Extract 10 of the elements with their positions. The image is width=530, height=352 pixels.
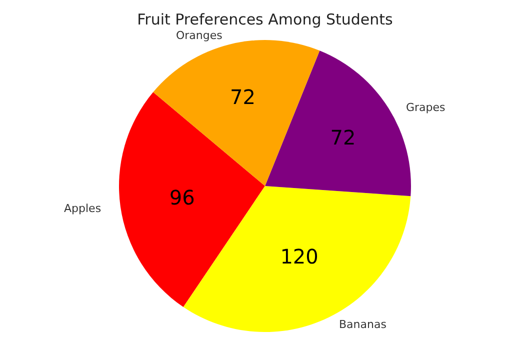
slice-label: Bananas xyxy=(339,318,387,331)
chart-title: Fruit Preferences Among Students xyxy=(137,10,394,29)
data-label: 72 xyxy=(330,125,356,150)
data-label: 72 xyxy=(230,84,256,109)
slice-label: Grapes xyxy=(406,101,446,114)
data-label: 120 xyxy=(280,244,318,268)
data-label: 96 xyxy=(169,186,195,210)
slice-label: Oranges xyxy=(176,29,223,42)
slice-label: Apples xyxy=(64,202,102,215)
pie-slice xyxy=(153,40,320,186)
